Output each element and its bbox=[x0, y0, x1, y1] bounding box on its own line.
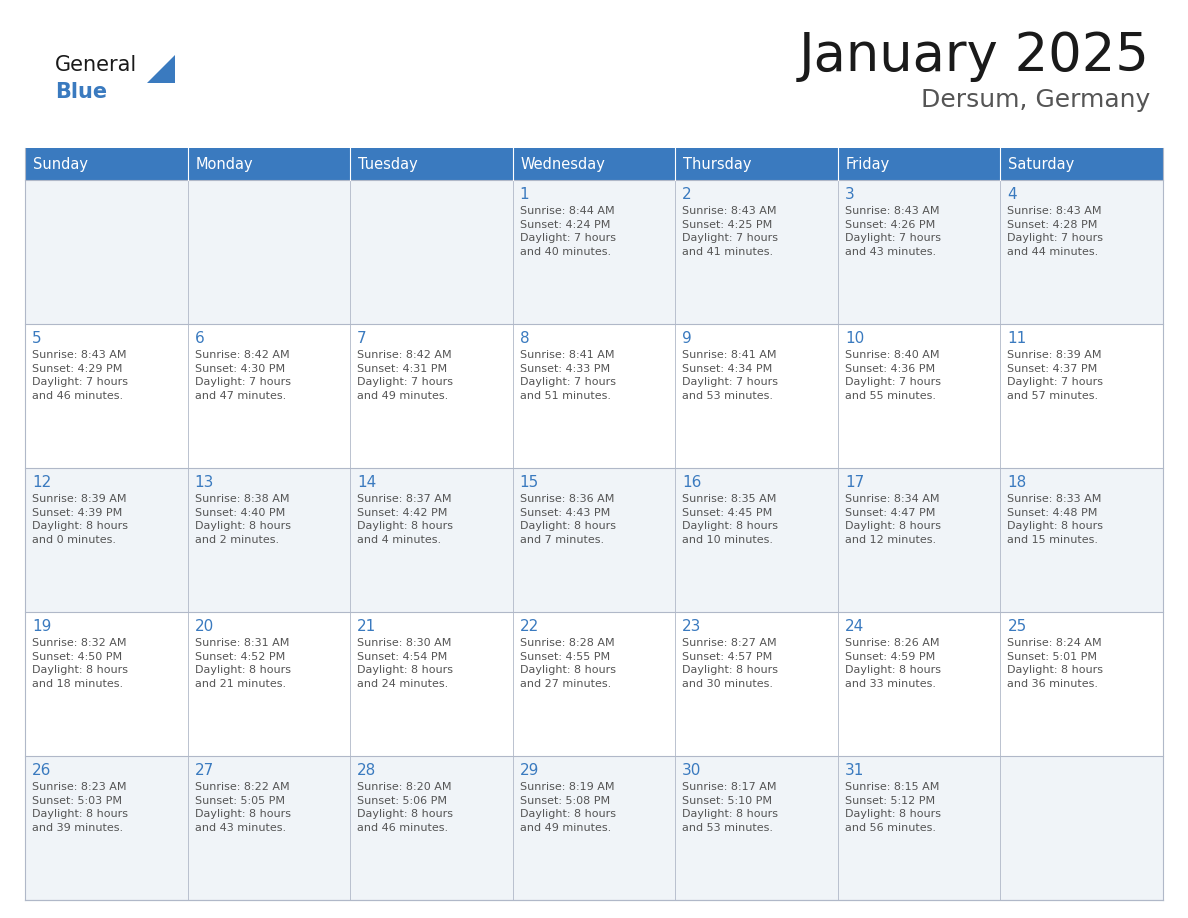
Text: Sunrise: 8:41 AM
Sunset: 4:34 PM
Daylight: 7 hours
and 53 minutes.: Sunrise: 8:41 AM Sunset: 4:34 PM Dayligh… bbox=[682, 350, 778, 401]
Text: 19: 19 bbox=[32, 619, 51, 634]
Bar bbox=[25, 468, 1163, 612]
Text: 26: 26 bbox=[32, 763, 51, 778]
Text: Sunrise: 8:32 AM
Sunset: 4:50 PM
Daylight: 8 hours
and 18 minutes.: Sunrise: 8:32 AM Sunset: 4:50 PM Dayligh… bbox=[32, 638, 128, 688]
Text: 17: 17 bbox=[845, 475, 864, 490]
Text: 8: 8 bbox=[519, 331, 530, 346]
Bar bbox=[25, 148, 188, 180]
Bar bbox=[675, 148, 838, 180]
Text: 22: 22 bbox=[519, 619, 539, 634]
Text: Sunrise: 8:43 AM
Sunset: 4:25 PM
Daylight: 7 hours
and 41 minutes.: Sunrise: 8:43 AM Sunset: 4:25 PM Dayligh… bbox=[682, 206, 778, 257]
Polygon shape bbox=[147, 55, 175, 83]
Text: 24: 24 bbox=[845, 619, 864, 634]
Text: Tuesday: Tuesday bbox=[358, 156, 418, 172]
Text: 14: 14 bbox=[358, 475, 377, 490]
Bar bbox=[350, 148, 513, 180]
Bar bbox=[188, 148, 350, 180]
Text: Sunrise: 8:31 AM
Sunset: 4:52 PM
Daylight: 8 hours
and 21 minutes.: Sunrise: 8:31 AM Sunset: 4:52 PM Dayligh… bbox=[195, 638, 291, 688]
Text: 29: 29 bbox=[519, 763, 539, 778]
Text: 4: 4 bbox=[1007, 187, 1017, 202]
Text: Sunrise: 8:30 AM
Sunset: 4:54 PM
Daylight: 8 hours
and 24 minutes.: Sunrise: 8:30 AM Sunset: 4:54 PM Dayligh… bbox=[358, 638, 453, 688]
Text: Sunrise: 8:41 AM
Sunset: 4:33 PM
Daylight: 7 hours
and 51 minutes.: Sunrise: 8:41 AM Sunset: 4:33 PM Dayligh… bbox=[519, 350, 615, 401]
Text: Sunrise: 8:39 AM
Sunset: 4:37 PM
Daylight: 7 hours
and 57 minutes.: Sunrise: 8:39 AM Sunset: 4:37 PM Dayligh… bbox=[1007, 350, 1104, 401]
Text: Sunrise: 8:43 AM
Sunset: 4:29 PM
Daylight: 7 hours
and 46 minutes.: Sunrise: 8:43 AM Sunset: 4:29 PM Dayligh… bbox=[32, 350, 128, 401]
Text: 31: 31 bbox=[845, 763, 864, 778]
Text: Sunrise: 8:35 AM
Sunset: 4:45 PM
Daylight: 8 hours
and 10 minutes.: Sunrise: 8:35 AM Sunset: 4:45 PM Dayligh… bbox=[682, 494, 778, 544]
Text: 7: 7 bbox=[358, 331, 367, 346]
Text: Sunrise: 8:33 AM
Sunset: 4:48 PM
Daylight: 8 hours
and 15 minutes.: Sunrise: 8:33 AM Sunset: 4:48 PM Dayligh… bbox=[1007, 494, 1104, 544]
Text: Sunrise: 8:27 AM
Sunset: 4:57 PM
Daylight: 8 hours
and 30 minutes.: Sunrise: 8:27 AM Sunset: 4:57 PM Dayligh… bbox=[682, 638, 778, 688]
Text: 11: 11 bbox=[1007, 331, 1026, 346]
Text: Sunrise: 8:43 AM
Sunset: 4:28 PM
Daylight: 7 hours
and 44 minutes.: Sunrise: 8:43 AM Sunset: 4:28 PM Dayligh… bbox=[1007, 206, 1104, 257]
Text: 5: 5 bbox=[32, 331, 42, 346]
Text: Sunrise: 8:17 AM
Sunset: 5:10 PM
Daylight: 8 hours
and 53 minutes.: Sunrise: 8:17 AM Sunset: 5:10 PM Dayligh… bbox=[682, 782, 778, 833]
Text: Friday: Friday bbox=[846, 156, 890, 172]
Text: 25: 25 bbox=[1007, 619, 1026, 634]
Text: 12: 12 bbox=[32, 475, 51, 490]
Text: Sunday: Sunday bbox=[33, 156, 88, 172]
Text: 30: 30 bbox=[682, 763, 702, 778]
Text: Sunrise: 8:42 AM
Sunset: 4:30 PM
Daylight: 7 hours
and 47 minutes.: Sunrise: 8:42 AM Sunset: 4:30 PM Dayligh… bbox=[195, 350, 291, 401]
Bar bbox=[1000, 148, 1163, 180]
Text: 28: 28 bbox=[358, 763, 377, 778]
Text: Monday: Monday bbox=[196, 156, 253, 172]
Text: Blue: Blue bbox=[55, 82, 107, 102]
Text: 21: 21 bbox=[358, 619, 377, 634]
Text: 27: 27 bbox=[195, 763, 214, 778]
Text: Sunrise: 8:23 AM
Sunset: 5:03 PM
Daylight: 8 hours
and 39 minutes.: Sunrise: 8:23 AM Sunset: 5:03 PM Dayligh… bbox=[32, 782, 128, 833]
Text: 15: 15 bbox=[519, 475, 539, 490]
Text: Sunrise: 8:40 AM
Sunset: 4:36 PM
Daylight: 7 hours
and 55 minutes.: Sunrise: 8:40 AM Sunset: 4:36 PM Dayligh… bbox=[845, 350, 941, 401]
Bar bbox=[513, 148, 675, 180]
Bar bbox=[838, 148, 1000, 180]
Text: 10: 10 bbox=[845, 331, 864, 346]
Bar bbox=[25, 324, 1163, 468]
Bar bbox=[25, 756, 1163, 900]
Bar bbox=[25, 612, 1163, 756]
Text: Thursday: Thursday bbox=[683, 156, 752, 172]
Text: 23: 23 bbox=[682, 619, 702, 634]
Text: Wednesday: Wednesday bbox=[520, 156, 606, 172]
Text: 20: 20 bbox=[195, 619, 214, 634]
Text: 2: 2 bbox=[682, 187, 691, 202]
Text: 18: 18 bbox=[1007, 475, 1026, 490]
Text: Sunrise: 8:20 AM
Sunset: 5:06 PM
Daylight: 8 hours
and 46 minutes.: Sunrise: 8:20 AM Sunset: 5:06 PM Dayligh… bbox=[358, 782, 453, 833]
Text: Saturday: Saturday bbox=[1009, 156, 1075, 172]
Text: Sunrise: 8:26 AM
Sunset: 4:59 PM
Daylight: 8 hours
and 33 minutes.: Sunrise: 8:26 AM Sunset: 4:59 PM Dayligh… bbox=[845, 638, 941, 688]
Text: Dersum, Germany: Dersum, Germany bbox=[921, 88, 1150, 112]
Text: Sunrise: 8:22 AM
Sunset: 5:05 PM
Daylight: 8 hours
and 43 minutes.: Sunrise: 8:22 AM Sunset: 5:05 PM Dayligh… bbox=[195, 782, 291, 833]
Bar bbox=[25, 180, 1163, 324]
Text: Sunrise: 8:42 AM
Sunset: 4:31 PM
Daylight: 7 hours
and 49 minutes.: Sunrise: 8:42 AM Sunset: 4:31 PM Dayligh… bbox=[358, 350, 453, 401]
Text: Sunrise: 8:19 AM
Sunset: 5:08 PM
Daylight: 8 hours
and 49 minutes.: Sunrise: 8:19 AM Sunset: 5:08 PM Dayligh… bbox=[519, 782, 615, 833]
Text: 6: 6 bbox=[195, 331, 204, 346]
Text: Sunrise: 8:34 AM
Sunset: 4:47 PM
Daylight: 8 hours
and 12 minutes.: Sunrise: 8:34 AM Sunset: 4:47 PM Dayligh… bbox=[845, 494, 941, 544]
Text: Sunrise: 8:28 AM
Sunset: 4:55 PM
Daylight: 8 hours
and 27 minutes.: Sunrise: 8:28 AM Sunset: 4:55 PM Dayligh… bbox=[519, 638, 615, 688]
Text: 3: 3 bbox=[845, 187, 854, 202]
Text: Sunrise: 8:24 AM
Sunset: 5:01 PM
Daylight: 8 hours
and 36 minutes.: Sunrise: 8:24 AM Sunset: 5:01 PM Dayligh… bbox=[1007, 638, 1104, 688]
Text: Sunrise: 8:38 AM
Sunset: 4:40 PM
Daylight: 8 hours
and 2 minutes.: Sunrise: 8:38 AM Sunset: 4:40 PM Dayligh… bbox=[195, 494, 291, 544]
Text: January 2025: January 2025 bbox=[800, 30, 1150, 82]
Text: Sunrise: 8:43 AM
Sunset: 4:26 PM
Daylight: 7 hours
and 43 minutes.: Sunrise: 8:43 AM Sunset: 4:26 PM Dayligh… bbox=[845, 206, 941, 257]
Text: Sunrise: 8:36 AM
Sunset: 4:43 PM
Daylight: 8 hours
and 7 minutes.: Sunrise: 8:36 AM Sunset: 4:43 PM Dayligh… bbox=[519, 494, 615, 544]
Text: 1: 1 bbox=[519, 187, 530, 202]
Text: Sunrise: 8:44 AM
Sunset: 4:24 PM
Daylight: 7 hours
and 40 minutes.: Sunrise: 8:44 AM Sunset: 4:24 PM Dayligh… bbox=[519, 206, 615, 257]
Text: 13: 13 bbox=[195, 475, 214, 490]
Text: General: General bbox=[55, 55, 138, 75]
Text: Sunrise: 8:15 AM
Sunset: 5:12 PM
Daylight: 8 hours
and 56 minutes.: Sunrise: 8:15 AM Sunset: 5:12 PM Dayligh… bbox=[845, 782, 941, 833]
Text: 9: 9 bbox=[682, 331, 693, 346]
Text: Sunrise: 8:37 AM
Sunset: 4:42 PM
Daylight: 8 hours
and 4 minutes.: Sunrise: 8:37 AM Sunset: 4:42 PM Dayligh… bbox=[358, 494, 453, 544]
Text: Sunrise: 8:39 AM
Sunset: 4:39 PM
Daylight: 8 hours
and 0 minutes.: Sunrise: 8:39 AM Sunset: 4:39 PM Dayligh… bbox=[32, 494, 128, 544]
Text: 16: 16 bbox=[682, 475, 702, 490]
